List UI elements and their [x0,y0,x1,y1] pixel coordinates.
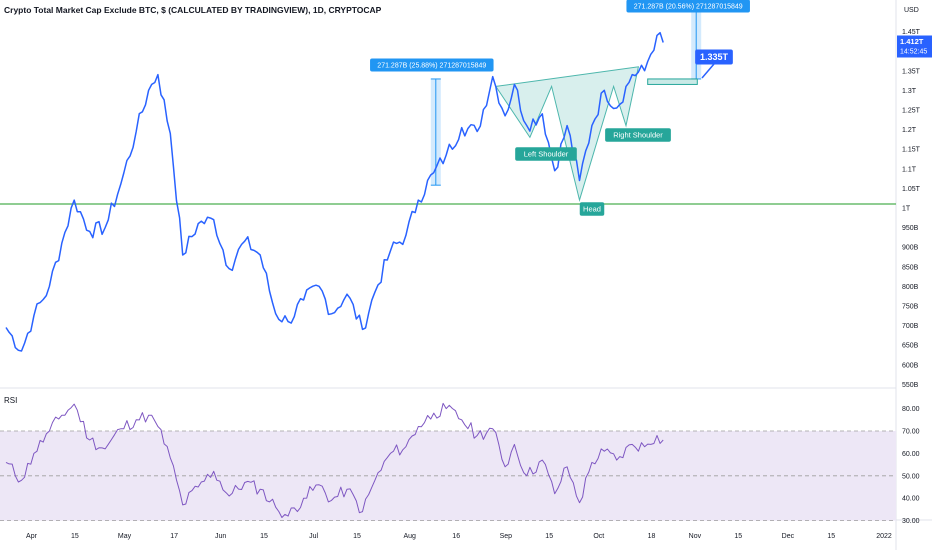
current-price-badge [897,35,932,58]
head-label-text: Head [583,205,601,214]
time-axis-tick: 17 [170,533,178,540]
chart-title: Crypto Total Market Cap Exclude BTC, $ (… [4,5,382,15]
time-axis-tick: 15 [827,533,835,540]
measure-label-2[interactable]: 271.287B (20.56%) 271287015849 [626,0,750,13]
time-axis-tick: Dec [782,533,795,540]
rsi-axis-tick: 50.00 [902,473,920,480]
rsi-axis-tick: 30.00 [902,518,920,525]
price-axis-tick: 1.15T [902,147,921,154]
time-axis-tick: 16 [452,533,460,540]
time-axis-tick: 15 [545,533,553,540]
measure-label-1[interactable]: 271.287B (25.88%) 271287015849 [370,58,494,72]
price-axis-tick: 1T [902,206,911,213]
price-axis-tick: 750B [902,304,919,311]
time-axis-tick: Sep [500,533,513,540]
price-axis-tick: 650B [902,343,919,350]
price-axis-tick: 1.25T [902,108,921,115]
time-axis-tick: 15 [353,533,361,540]
rsi-axis-tick: 80.00 [902,406,920,413]
time-axis-tick: 15 [71,533,79,540]
pattern-layer[interactable] [430,0,702,202]
left-shoulder-label-bg [515,147,577,161]
right-shoulder-label-bg [605,128,671,142]
rsi-axis-tick: 40.00 [902,496,920,503]
price-axis-tick: 700B [902,323,919,330]
countdown-text: 14:52:45 [900,48,927,55]
target-zone-box[interactable] [647,78,698,85]
price-axis-tick: 900B [902,245,919,252]
head-label[interactable]: Head [579,202,605,216]
price-axis-tick: 1.1T [902,166,917,173]
time-axis-tick: 15 [734,533,742,540]
price-axis-tick: 800B [902,284,919,291]
target-price-pointer [701,63,715,79]
time-axis-tick: Apr [26,533,38,540]
rsi-axis-tick: 70.00 [902,429,920,436]
measure-label-2-bg [626,0,750,13]
right-shoulder-label-text: Right Shoulder [613,131,663,140]
time-axis-tick: 18 [648,533,656,540]
time-axis-tick: 15 [260,533,268,540]
annotation-layer[interactable]: 271.287B (25.88%) 271287015849 271.287B (… [370,0,750,216]
current-price-text: 1.412T [900,37,924,46]
price-axis-currency: USD [904,7,919,14]
rsi-band-layer [0,430,896,521]
head-and-shoulders-pattern[interactable] [494,66,640,202]
head-label-bg [579,202,605,216]
price-axis-tick: 1.2T [902,127,917,134]
axis-layer: USD1.45T1.4T1.35T1.3T1.25T1.2T1.15T1.1T1… [26,7,932,540]
left-shoulder-label-text: Left Shoulder [524,150,569,159]
price-axis-tick: 850B [902,264,919,271]
price-axis-tick: 550B [902,382,919,389]
target-price-label-bg [695,49,733,65]
time-axis-tick: Aug [403,533,416,540]
price-axis-tick: 1.35T [902,68,921,75]
price-axis-tick: 1.3T [902,88,917,95]
price-axis-tick: 950B [902,225,919,232]
time-axis-tick: May [118,533,132,540]
time-axis-tick: Jun [215,533,226,540]
rsi-series-line[interactable] [5,402,664,518]
time-axis-tick: Jul [309,533,318,540]
measure-label-2-text: 271.287B (20.56%) 271287015849 [634,3,743,10]
price-axis-tick: 1.05T [902,186,921,193]
target-price-label-text: 1.335T [700,52,729,62]
measure-label-1-bg [370,58,494,72]
time-axis-tick: 2022 [876,533,892,540]
price-series-line[interactable] [5,31,664,352]
time-axis-tick: Oct [593,533,604,540]
price-axis-tick: 600B [902,362,919,369]
left-shoulder-label[interactable]: Left Shoulder [515,147,577,161]
price-axis-tick: 1.45T [902,29,921,36]
rsi-panel-title: RSI [4,396,18,405]
time-axis-tick: Nov [689,533,702,540]
measure-label-1-text: 271.287B (25.88%) 271287015849 [377,62,486,69]
right-shoulder-label[interactable]: Right Shoulder [605,128,671,142]
rsi-axis-tick: 60.00 [902,451,920,458]
target-price-label[interactable]: 1.335T [695,49,733,65]
series-layer [0,31,896,518]
